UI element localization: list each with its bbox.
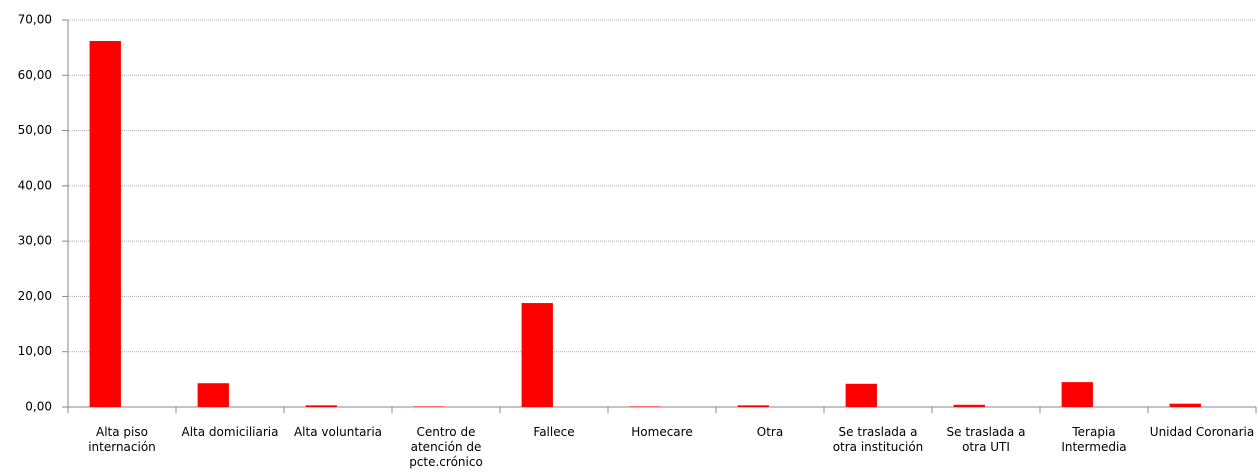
bar (305, 405, 337, 407)
x-tick-label: Centro de atención de pcte.crónico (409, 425, 483, 469)
bar (413, 406, 445, 407)
x-tick-label: Fallece (533, 425, 575, 439)
bar (1169, 403, 1201, 407)
x-tick-label: Se traslada a otra UTI (946, 425, 1026, 454)
bar (89, 41, 121, 407)
y-tick-label: 50,00 (18, 123, 52, 137)
y-tick-label: 0,00 (25, 400, 52, 414)
x-tick-label: Homecare (631, 425, 693, 439)
bar (521, 303, 553, 407)
x-tick-label: Terapia Intermedia (1061, 425, 1127, 454)
bar (197, 383, 229, 407)
bar (953, 404, 985, 407)
bar (737, 405, 769, 407)
x-tick-label: Otra (756, 425, 784, 439)
y-tick-label: 70,00 (18, 13, 52, 27)
bar (1061, 382, 1093, 407)
x-tick-label: Alta voluntaria (293, 425, 383, 439)
y-tick-label: 10,00 (18, 344, 52, 358)
bar (845, 383, 877, 407)
x-tick-label: Unidad Coronaria (1149, 425, 1255, 439)
y-tick-label: 30,00 (18, 234, 52, 248)
y-tick-label: 60,00 (18, 68, 52, 82)
x-tick-label: Se traslada a otra institución (832, 425, 924, 454)
x-tick-label: Alta piso internación (88, 425, 156, 454)
bar (629, 406, 661, 407)
y-tick-label: 20,00 (18, 289, 52, 303)
x-tick-label: Alta domiciliaria (181, 425, 279, 439)
y-tick-label: 40,00 (18, 178, 52, 192)
